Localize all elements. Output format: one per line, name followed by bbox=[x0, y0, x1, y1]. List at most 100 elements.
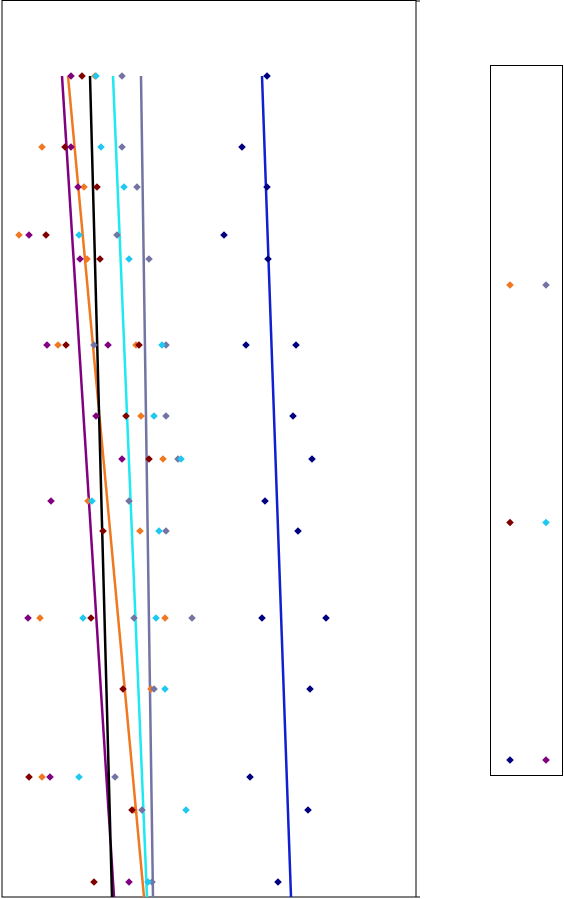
plot-area bbox=[1, 0, 417, 898]
legend-marker bbox=[542, 518, 550, 527]
point bbox=[133, 183, 141, 191]
point bbox=[83, 255, 91, 263]
point bbox=[38, 143, 46, 151]
legend-marker bbox=[506, 518, 514, 527]
point bbox=[118, 72, 126, 80]
point bbox=[93, 183, 101, 191]
point bbox=[76, 255, 84, 263]
point bbox=[289, 412, 297, 420]
trend-line bbox=[260, 75, 293, 898]
point bbox=[162, 412, 170, 420]
point bbox=[182, 806, 190, 814]
point bbox=[25, 773, 33, 781]
trend-line bbox=[139, 75, 155, 898]
point bbox=[74, 183, 82, 191]
point bbox=[150, 685, 158, 693]
point bbox=[308, 455, 316, 463]
trend-line bbox=[88, 75, 114, 898]
point bbox=[246, 773, 254, 781]
legend-marker bbox=[542, 756, 550, 764]
point bbox=[24, 614, 32, 622]
trend-line bbox=[111, 75, 149, 898]
point bbox=[294, 527, 302, 535]
point bbox=[90, 878, 98, 886]
point bbox=[80, 183, 88, 191]
point bbox=[136, 527, 144, 535]
point bbox=[99, 527, 107, 535]
point bbox=[125, 497, 133, 505]
point bbox=[67, 143, 75, 151]
point bbox=[84, 497, 92, 505]
point bbox=[158, 341, 166, 349]
point bbox=[155, 527, 163, 535]
legend-marker bbox=[506, 281, 514, 289]
point bbox=[162, 527, 170, 535]
point bbox=[292, 341, 300, 349]
point bbox=[258, 614, 266, 622]
point bbox=[75, 773, 83, 781]
point bbox=[177, 455, 185, 463]
point bbox=[261, 497, 269, 505]
point bbox=[161, 685, 169, 693]
point bbox=[38, 773, 46, 781]
point bbox=[88, 497, 96, 505]
point bbox=[92, 412, 100, 420]
point bbox=[90, 341, 98, 349]
point bbox=[120, 183, 128, 191]
point bbox=[274, 878, 282, 886]
point bbox=[42, 231, 50, 239]
point bbox=[36, 614, 44, 622]
point bbox=[119, 685, 127, 693]
point bbox=[145, 255, 153, 263]
point bbox=[135, 341, 143, 349]
point bbox=[161, 614, 169, 622]
point bbox=[150, 412, 158, 420]
point bbox=[78, 72, 86, 80]
legend-marker bbox=[542, 281, 550, 289]
point bbox=[263, 72, 271, 80]
point bbox=[118, 143, 126, 151]
point bbox=[15, 231, 23, 239]
point bbox=[96, 255, 104, 263]
point bbox=[46, 773, 54, 781]
point bbox=[122, 412, 130, 420]
point bbox=[87, 614, 95, 622]
point bbox=[306, 685, 314, 693]
point bbox=[125, 878, 133, 886]
point bbox=[113, 231, 121, 239]
point bbox=[67, 72, 75, 80]
point bbox=[47, 497, 55, 505]
point bbox=[162, 341, 170, 349]
point bbox=[144, 878, 152, 886]
legend-marker bbox=[506, 756, 514, 764]
point bbox=[118, 455, 126, 463]
point bbox=[125, 255, 133, 263]
point bbox=[148, 878, 156, 886]
point bbox=[152, 614, 160, 622]
point bbox=[62, 341, 70, 349]
point bbox=[79, 614, 87, 622]
point bbox=[322, 614, 330, 622]
point bbox=[188, 614, 196, 622]
point bbox=[137, 412, 145, 420]
point bbox=[97, 143, 105, 151]
trend-line bbox=[60, 75, 116, 898]
point bbox=[128, 806, 136, 814]
point bbox=[43, 341, 51, 349]
point bbox=[92, 72, 100, 80]
point bbox=[104, 341, 112, 349]
point bbox=[130, 614, 138, 622]
point bbox=[242, 341, 250, 349]
point bbox=[61, 143, 69, 151]
point bbox=[138, 806, 146, 814]
point bbox=[263, 183, 271, 191]
point bbox=[220, 231, 228, 239]
point bbox=[111, 773, 119, 781]
point bbox=[75, 231, 83, 239]
point bbox=[145, 455, 153, 463]
point bbox=[304, 806, 312, 814]
point bbox=[264, 255, 272, 263]
trend-line bbox=[66, 75, 146, 898]
point bbox=[25, 231, 33, 239]
